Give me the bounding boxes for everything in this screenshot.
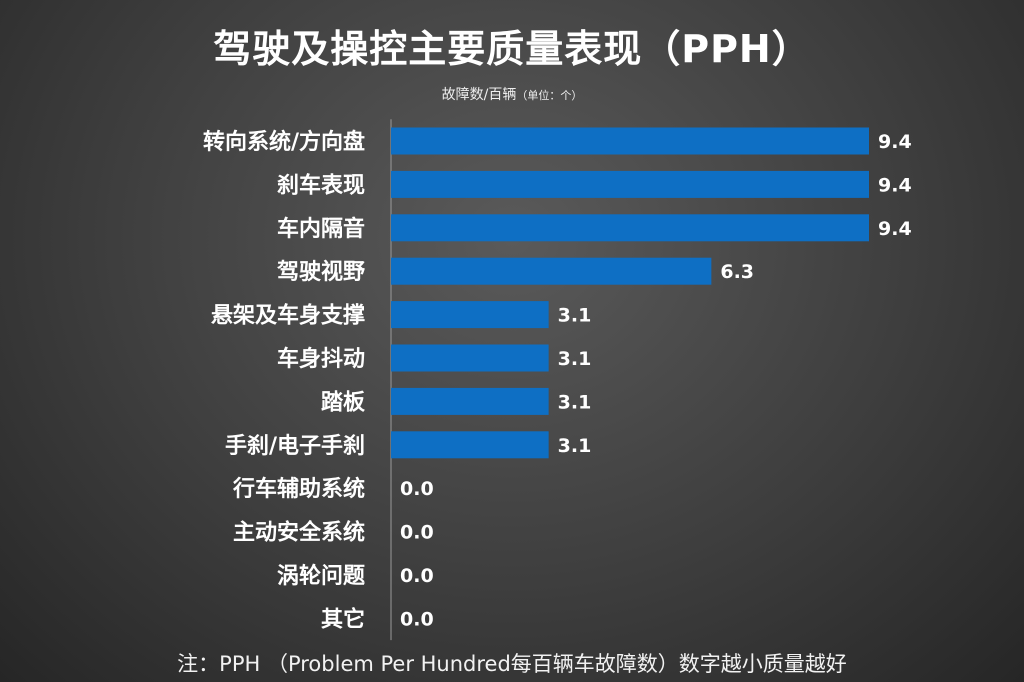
category-label: 转向系统/方向盘	[203, 129, 365, 155]
category-label: 涡轮问题	[277, 563, 366, 589]
bar	[391, 387, 549, 415]
value-label: 0.0	[400, 522, 434, 544]
value-label: 6.3	[720, 261, 754, 283]
category-label: 悬架及车身支撑	[211, 303, 365, 329]
category-labels-group: 转向系统/方向盘刹车表现车内隔音驾驶视野悬架及车身支撑车身抖动踏板手刹/电子手刹…	[203, 129, 366, 632]
category-label: 车身抖动	[277, 346, 365, 372]
value-label: 9.4	[878, 218, 912, 240]
chart-subtitle: 故障数/百辆（单位：个）	[0, 84, 1024, 104]
bar	[391, 170, 869, 198]
value-label: 3.1	[558, 305, 592, 327]
chart-title: 驾驶及操控主要质量表现（PPH）	[213, 27, 811, 71]
value-label: 3.1	[558, 348, 592, 370]
value-label: 3.1	[558, 435, 592, 457]
bar	[391, 344, 549, 372]
footnote: 注：PPH （Problem Per Hundred每百辆车故障数）数字越小质量…	[177, 652, 847, 676]
category-label: 手刹/电子手刹	[225, 434, 365, 459]
value-label: 9.4	[878, 131, 912, 153]
value-labels-group: 9.4 9.4 9.4 6.3 3.1 3.1 3.1 3.1 0.0 0.0 0.0 0.0	[400, 131, 912, 630]
category-label: 行车辅助系统	[232, 476, 365, 502]
category-label: 主动安全系统	[233, 520, 365, 546]
subtitle-text: 故障数/百辆	[441, 87, 517, 103]
unit-note: （单位：个）	[516, 89, 583, 102]
category-label: 驾驶视野	[277, 259, 365, 285]
value-label: 0.0	[400, 565, 434, 587]
value-label: 0.0	[400, 478, 434, 500]
bars-group	[391, 127, 869, 459]
bar	[391, 214, 869, 242]
value-label: 3.1	[558, 391, 592, 413]
bar	[391, 127, 869, 155]
value-label: 9.4	[878, 174, 912, 196]
category-label: 刹车表现	[277, 172, 365, 198]
value-label: 0.0	[400, 608, 434, 630]
category-label: 其它	[321, 606, 365, 632]
bar	[391, 431, 549, 459]
category-label: 车内隔音	[277, 216, 365, 242]
category-label: 踏板	[321, 390, 366, 415]
bar	[391, 257, 712, 285]
bar	[391, 301, 549, 329]
